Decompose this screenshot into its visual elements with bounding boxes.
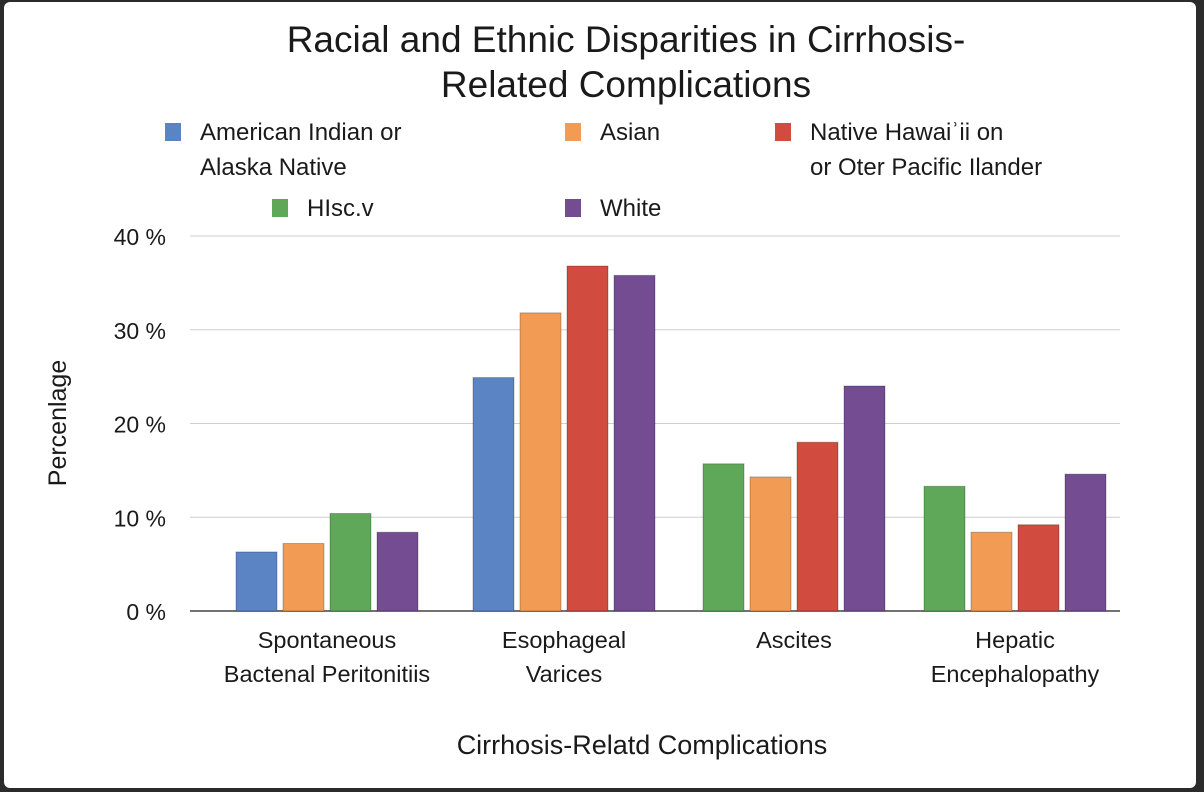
chart-legend: American Indian or Alaska Native Asian Nati… <box>165 119 1042 222</box>
legend-swatch <box>775 123 791 141</box>
legend-label: Native Hawaiʾii on or Oter Pacific Ilande… <box>810 119 1042 181</box>
x-tick-label: Esophageal Varices <box>502 627 626 687</box>
legend-swatch <box>165 123 181 141</box>
bar <box>1017 524 1060 612</box>
legend-label: White <box>600 195 661 222</box>
bar <box>843 385 886 612</box>
bar <box>970 531 1013 612</box>
legend-swatch <box>565 199 581 217</box>
legend-item: White <box>565 195 661 222</box>
x-axis-ticks: Spontaneous Bactenal Peritonitiis Esophage… <box>224 627 1100 687</box>
bar <box>1064 473 1107 612</box>
y-tick-label: 0 % <box>126 599 166 625</box>
bar <box>519 312 562 612</box>
y-axis-label: Percenlage <box>44 360 72 486</box>
bar <box>472 377 515 612</box>
legend-item: Asian <box>565 119 660 146</box>
bar <box>702 463 745 612</box>
bars <box>235 265 1107 612</box>
legend-label: Asian <box>600 119 660 146</box>
legend-swatch <box>565 123 581 141</box>
legend-label: HIsc.v <box>307 195 374 222</box>
legend-swatch <box>272 199 288 217</box>
legend-item: HIsc.v <box>272 195 374 222</box>
bar <box>282 543 325 612</box>
bar <box>566 265 609 612</box>
bar <box>923 485 966 612</box>
bar <box>796 441 839 612</box>
bar <box>235 551 278 612</box>
chart-title-text: Racial and Ethnic Disparities in Cirrhos… <box>287 19 966 105</box>
y-axis-ticks: 0 % 10 % 20 % 30 % 40 % <box>114 224 166 625</box>
x-axis-label: Cirrhosis-Relatd Complications <box>457 730 828 760</box>
chart-card: Racial and Ethnic Disparities in Cirrhos… <box>4 2 1196 788</box>
bar <box>376 531 419 612</box>
chart-title: Racial and Ethnic Disparities in Cirrhos… <box>287 19 966 105</box>
bar <box>613 274 656 612</box>
x-tick-label: Spontaneous Bactenal Peritonitiis <box>224 627 430 687</box>
x-tick-label: Hepatic Encephalopathy <box>931 627 1100 687</box>
bar <box>749 476 792 612</box>
y-tick-label: 20 % <box>114 412 166 438</box>
bar-chart: Racial and Ethnic Disparities in Cirrhos… <box>44 19 1120 760</box>
y-tick-label: 30 % <box>114 318 166 344</box>
bar <box>329 513 372 612</box>
x-tick-label: Ascites <box>756 627 832 653</box>
legend-item: Native Hawaiʾii on or Oter Pacific Ilande… <box>775 119 1042 181</box>
legend-label: American Indian or Alaska Native <box>200 119 401 181</box>
legend-item: American Indian or Alaska Native <box>165 119 401 181</box>
y-tick-label: 10 % <box>114 505 166 531</box>
y-tick-label: 40 % <box>114 224 166 250</box>
